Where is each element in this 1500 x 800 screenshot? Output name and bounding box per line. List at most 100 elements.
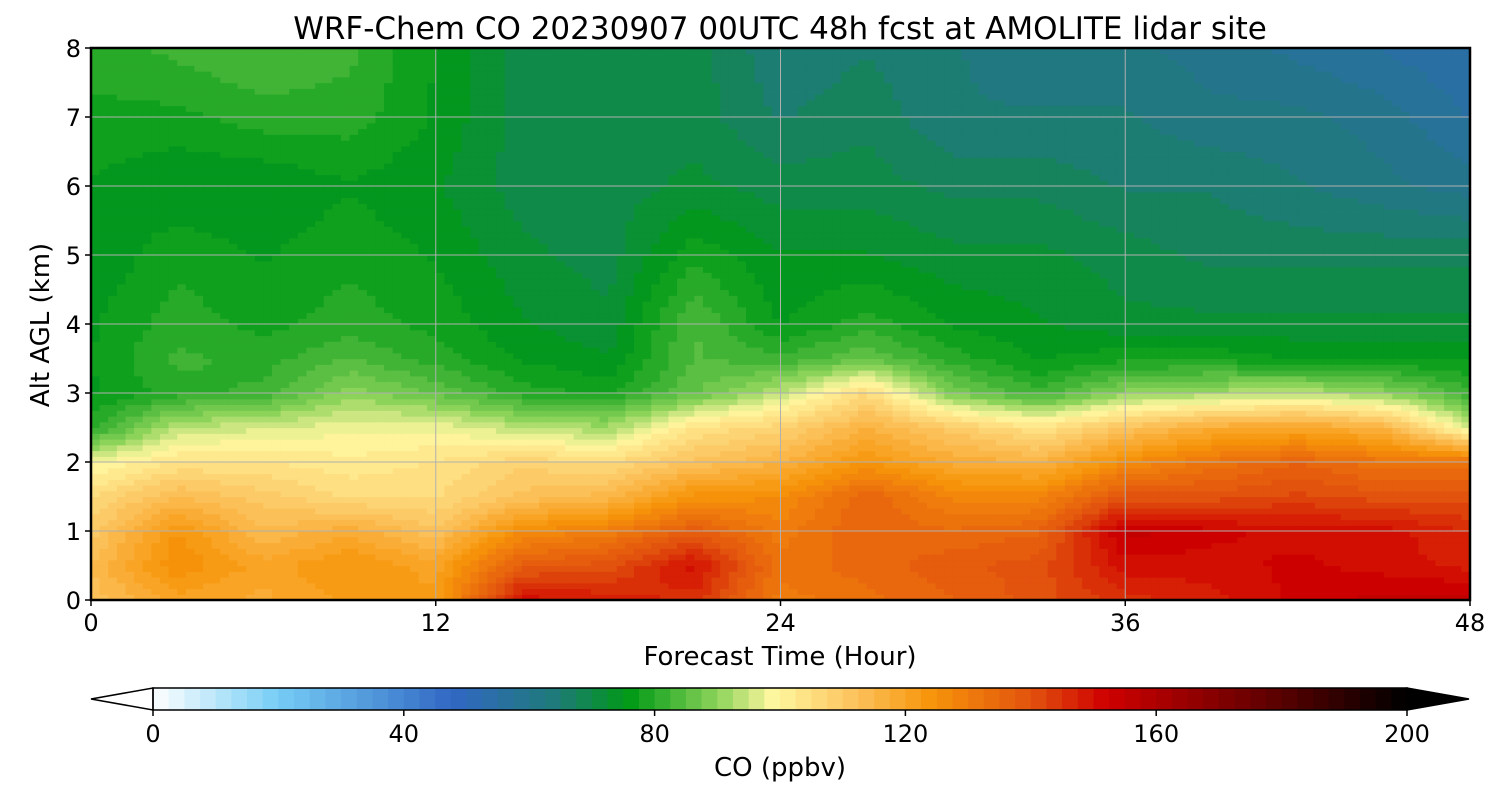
field-cell	[814, 513, 825, 521]
field-cell	[789, 554, 799, 561]
field-cell	[590, 456, 601, 463]
field-cell	[271, 525, 282, 532]
field-cell	[530, 577, 540, 584]
field-cell	[1245, 496, 1256, 503]
field-cell	[823, 554, 833, 561]
field-cell	[1349, 536, 1359, 544]
field-cell	[849, 559, 859, 567]
field-cell	[246, 473, 256, 480]
field-cell	[340, 588, 351, 595]
field-cell	[1021, 450, 1032, 457]
field-cell	[203, 559, 213, 567]
field-cell	[1220, 421, 1230, 429]
field-cell	[1418, 513, 1428, 521]
field-cell	[1271, 554, 1281, 561]
field-cell	[1116, 450, 1126, 457]
field-cell	[1401, 508, 1411, 515]
field-cell	[677, 496, 687, 503]
field-cell	[513, 519, 523, 526]
field-cell	[1452, 439, 1462, 446]
field-cell	[1426, 450, 1437, 457]
field-cell	[435, 421, 445, 429]
field-cell	[1073, 565, 1083, 572]
field-cell	[306, 594, 316, 601]
field-cell	[1340, 450, 1350, 457]
field-cell	[1409, 531, 1419, 538]
field-cell	[1194, 444, 1204, 452]
field-cell	[927, 588, 937, 595]
field-cell	[409, 594, 420, 601]
field-cell	[1090, 439, 1100, 446]
field-cell	[814, 490, 825, 498]
field-cell	[1409, 496, 1419, 503]
field-cell	[1418, 456, 1428, 463]
field-cell	[228, 479, 239, 486]
field-cell	[1418, 450, 1428, 457]
field-cell	[1401, 571, 1411, 578]
field-cell	[168, 473, 178, 480]
field-cell	[1280, 485, 1290, 492]
field-cell	[444, 571, 454, 578]
field-cell	[1116, 467, 1126, 475]
field-cell	[694, 450, 704, 457]
field-cell	[642, 594, 652, 601]
field-cell	[642, 559, 652, 567]
field-cell	[99, 513, 109, 521]
field-cell	[444, 565, 454, 572]
field-cell	[797, 565, 807, 572]
field-cell	[228, 554, 239, 561]
field-cell	[832, 571, 842, 578]
field-cell	[513, 508, 523, 515]
field-cell	[521, 427, 532, 434]
field-cell	[685, 554, 695, 561]
field-cell	[1004, 577, 1014, 584]
field-cell	[1332, 473, 1342, 480]
field-cell	[1426, 473, 1437, 480]
field-cell	[754, 444, 764, 452]
field-cell	[487, 577, 497, 584]
field-cell	[332, 571, 342, 578]
field-cell	[970, 485, 980, 492]
field-cell	[1176, 594, 1187, 601]
field-cell	[952, 571, 963, 578]
field-cell	[616, 559, 626, 567]
field-cell	[1323, 473, 1333, 480]
field-cell	[659, 571, 670, 578]
field-cell	[306, 450, 316, 457]
field-cell	[556, 508, 566, 515]
field-cell	[358, 554, 368, 561]
field-cell	[513, 439, 523, 446]
field-cell	[194, 508, 204, 515]
field-cell	[746, 485, 756, 492]
field-cell	[789, 485, 799, 492]
field-cell	[1202, 462, 1213, 469]
field-cell	[1228, 519, 1238, 526]
field-cell	[651, 594, 661, 601]
field-cell	[1323, 588, 1333, 595]
field-cell	[1254, 502, 1264, 509]
field-cell	[496, 502, 506, 509]
field-cell	[685, 542, 695, 549]
field-cell	[806, 559, 816, 567]
field-cell	[806, 571, 816, 578]
field-cell	[1392, 479, 1402, 486]
field-cell	[496, 433, 506, 440]
field-cell	[203, 525, 213, 532]
field-cell	[116, 548, 127, 555]
field-cell	[1202, 559, 1213, 567]
field-cell	[737, 565, 747, 572]
field-cell	[1142, 571, 1152, 578]
field-cell	[159, 594, 170, 601]
field-cell	[435, 559, 445, 567]
field-cell	[832, 582, 842, 590]
field-cell	[987, 508, 997, 515]
field-cell	[832, 531, 842, 538]
field-cell	[521, 519, 532, 526]
field-cell	[134, 565, 144, 572]
field-cell	[375, 594, 385, 601]
field-cell	[427, 582, 437, 590]
field-cell	[944, 450, 954, 457]
field-cell	[1125, 473, 1135, 480]
field-cell	[1168, 450, 1178, 457]
field-cell	[1142, 508, 1152, 515]
